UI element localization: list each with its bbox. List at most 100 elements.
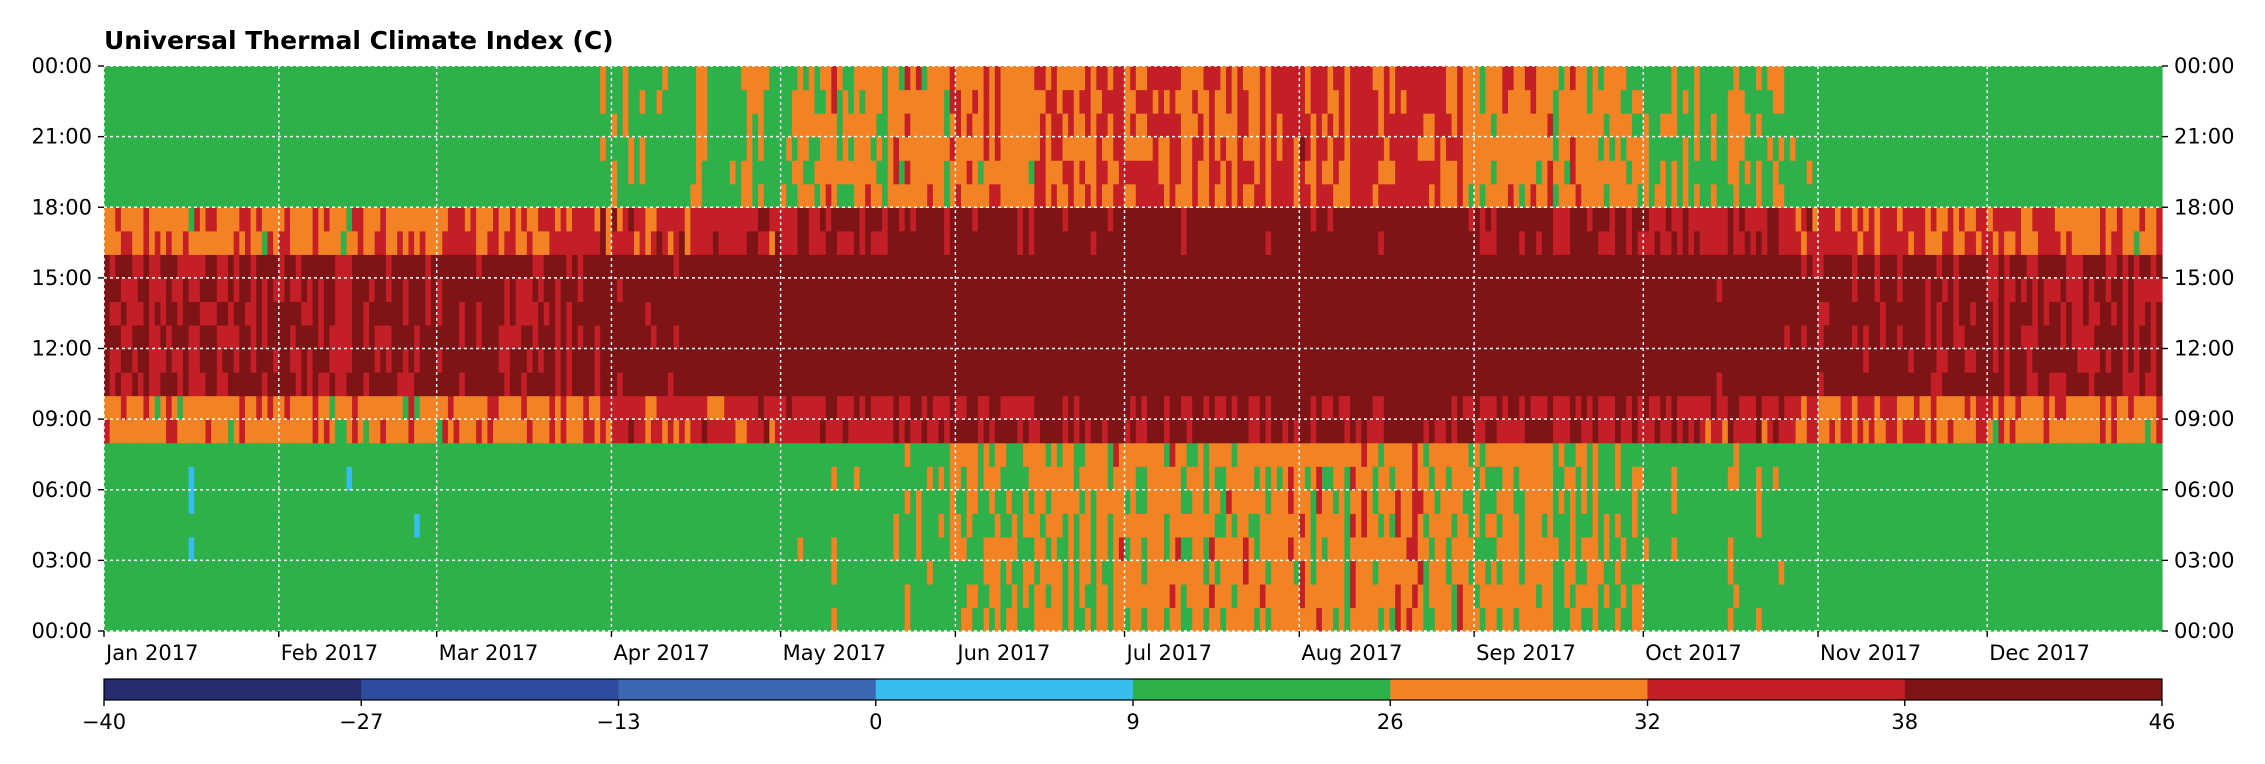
heatmap-cell [267,160,274,185]
heatmap-cell [617,183,624,208]
heatmap-cell [836,442,844,467]
heatmap-cell [1220,560,1227,585]
heatmap-cell [966,230,973,255]
heatmap-cell [493,513,500,538]
heatmap-cell [1011,66,1019,91]
heatmap-cell [442,324,449,350]
heatmap-cell [335,419,342,444]
heatmap-cell [808,419,816,444]
heatmap-cell [594,160,601,185]
heatmap-cell [882,183,889,208]
heatmap-cell [741,560,748,585]
heatmap-cell [712,395,720,420]
heatmap-cell [1090,277,1097,303]
heatmap-cell [628,113,635,138]
heatmap-cell [1006,513,1013,538]
heatmap-cell [1045,89,1052,114]
heatmap-cell [690,536,697,561]
heatmap-cell [1096,372,1103,397]
heatmap-cell [526,160,534,185]
heatmap-cell [961,207,968,232]
heatmap-cell [470,89,477,114]
heatmap-cell [188,372,195,397]
heatmap-cell [363,348,370,373]
heatmap-cell [1214,136,1221,161]
heatmap-cell [154,536,161,561]
heatmap-cell [1158,536,1165,561]
heatmap-cell [1028,89,1035,114]
heatmap-cell [154,207,161,232]
heatmap-cell [1107,136,1114,161]
heatmap-cell [459,136,466,161]
heatmap-cell [729,489,737,514]
heatmap-cell [932,372,940,397]
heatmap-cell [825,513,832,538]
heatmap-cell [357,254,364,279]
heatmap-cell [961,230,968,255]
heatmap-cell [1254,113,1261,138]
heatmap-cell [882,207,889,232]
heatmap-cell [577,583,584,609]
heatmap-cell [385,89,393,114]
heatmap-cell [758,513,765,538]
heatmap-cell [346,301,353,326]
heatmap-cell [273,513,280,538]
heatmap-cell [797,560,804,585]
heatmap-cell [295,230,302,255]
heatmap-cell [216,607,224,632]
heatmap-cell [1242,254,1250,279]
heatmap-cell [696,254,703,279]
heatmap-cell [391,560,398,585]
heatmap-cell [600,89,607,114]
heatmap-cell [1017,207,1024,232]
heatmap-cell [876,113,883,138]
heatmap-cell [600,489,607,514]
heatmap-cell [104,136,111,161]
heatmap-cell [171,560,178,585]
heatmap-cell [397,372,404,397]
heatmap-cell [216,254,224,279]
heatmap-cell [622,89,629,114]
heatmap-cell [667,560,675,585]
heatmap-cell [566,442,573,467]
heatmap-cell [707,324,714,350]
heatmap-cell [842,419,849,444]
heatmap-cell [239,183,246,208]
heatmap-cell [639,513,646,538]
heatmap-cell [1051,230,1058,255]
heatmap-cell [391,419,398,444]
heatmap-cell [425,230,432,255]
heatmap-cell [228,207,235,232]
heatmap-cell [532,113,539,138]
heatmap-cell [182,160,190,185]
heatmap-cell [915,419,923,444]
heatmap-cell [803,301,810,326]
heatmap-cell [814,419,821,444]
heatmap-cell [498,466,505,491]
heatmap-cell [769,113,776,138]
heatmap-cell [267,466,274,491]
heatmap-cell [741,277,748,303]
heatmap-cell [870,442,878,467]
heatmap-cell [667,160,675,185]
heatmap-cell [493,89,500,114]
heatmap-cell [1254,230,1261,255]
heatmap-cell [583,183,590,208]
heatmap-cell [1175,583,1182,609]
heatmap-cell [763,419,770,444]
heatmap-cell [1090,513,1097,538]
heatmap-cell [1271,607,1278,632]
heatmap-cell [808,160,816,185]
heatmap-cell [842,348,849,373]
heatmap-cell [199,395,207,420]
heatmap-cell [966,207,973,232]
heatmap-cell [278,230,286,255]
heatmap-cell [808,301,816,326]
heatmap-cell [1101,419,1109,444]
heatmap-cell [250,395,257,420]
heatmap-cell [1237,301,1244,326]
heatmap-cell [149,466,156,491]
heatmap-cell [1186,348,1193,373]
heatmap-cell [335,160,342,185]
heatmap-cell [188,230,195,255]
